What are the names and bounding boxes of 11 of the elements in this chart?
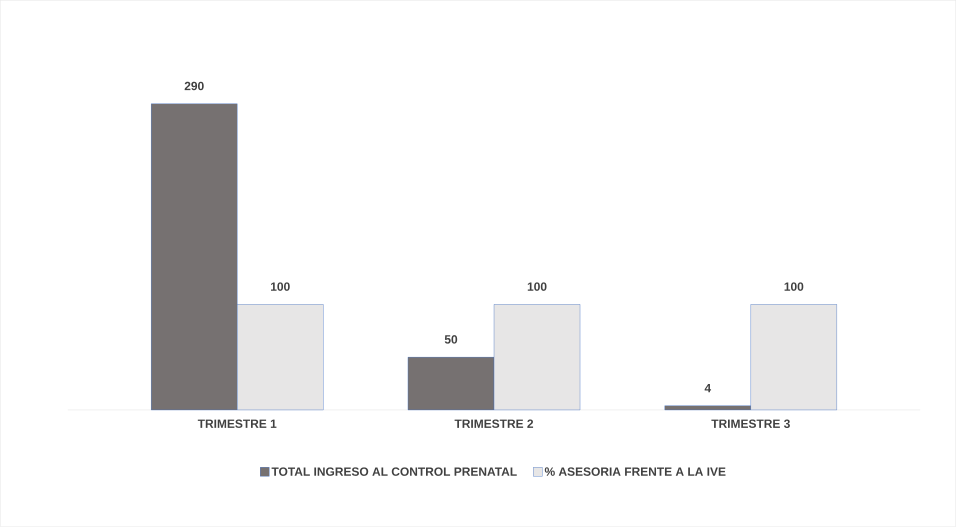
data-label: 4 — [704, 384, 712, 392]
data-label: 290 — [184, 82, 204, 90]
legend-label: % ASESORIA FRENTE A LA IVE — [544, 468, 726, 476]
data-label: 100 — [784, 282, 804, 291]
x-tick-label: TRIMESTRE 1 — [198, 420, 276, 428]
legend-label: TOTAL INGRESO AL CONTROL PRENATAL — [272, 468, 517, 476]
data-label: 50 — [444, 335, 458, 344]
data-label: 100 — [271, 282, 290, 291]
x-tick-label: TRIMESTRE 2 — [454, 420, 534, 428]
data-label: 100 — [528, 282, 547, 291]
x-tick-label: TRIMESTRE 3 — [711, 420, 790, 428]
